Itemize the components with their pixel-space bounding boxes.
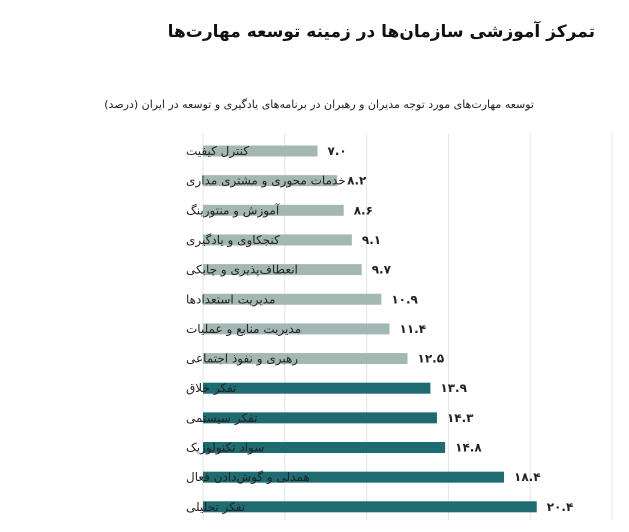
category-label: تفکر تحلیلی — [186, 500, 245, 515]
category-label: مدیریت استعدادها — [186, 292, 275, 307]
category-label: انعطاف‌پذیری و چابکی — [186, 263, 298, 278]
value-label: ۸.۶ — [354, 203, 373, 217]
category-label: تفکر سیستمی — [186, 411, 257, 426]
category-label: تفکر خلاق — [186, 381, 236, 396]
category-label: کنترل کیفیت — [186, 144, 249, 159]
category-label: مدیریت منابع و عملیات — [186, 322, 301, 337]
value-label: ۹.۱ — [362, 233, 381, 247]
value-label: ۱۸.۴ — [514, 470, 541, 484]
value-label: ۲۰.۴ — [547, 500, 574, 514]
value-label: ۹.۷ — [372, 263, 392, 277]
category-label: کنجکاوی و یادگیری — [186, 233, 280, 248]
value-label: ۱۴.۸ — [455, 441, 482, 455]
category-label: سواد تکنولوژیک — [186, 441, 264, 456]
value-label: ۱۰.۹ — [391, 292, 418, 306]
value-label: ۱۳.۹ — [440, 381, 467, 395]
category-label: خدمات محوری و مشتری مداری — [186, 174, 346, 189]
bar — [203, 383, 430, 394]
value-label: ۱۲.۵ — [418, 352, 445, 366]
bar — [203, 501, 537, 512]
value-label: ۱۴.۳ — [447, 411, 474, 425]
category-label: همدلی و گوش‌دادن فعال — [186, 470, 310, 485]
category-label: رهبری و نفوذ اجتماعی — [186, 352, 298, 367]
value-label: ۸.۲ — [347, 174, 367, 188]
value-label: ۱۱.۴ — [400, 322, 427, 336]
value-label: ۷.۰ — [328, 144, 347, 158]
category-label: آموزش و منتورینگ — [186, 202, 280, 218]
